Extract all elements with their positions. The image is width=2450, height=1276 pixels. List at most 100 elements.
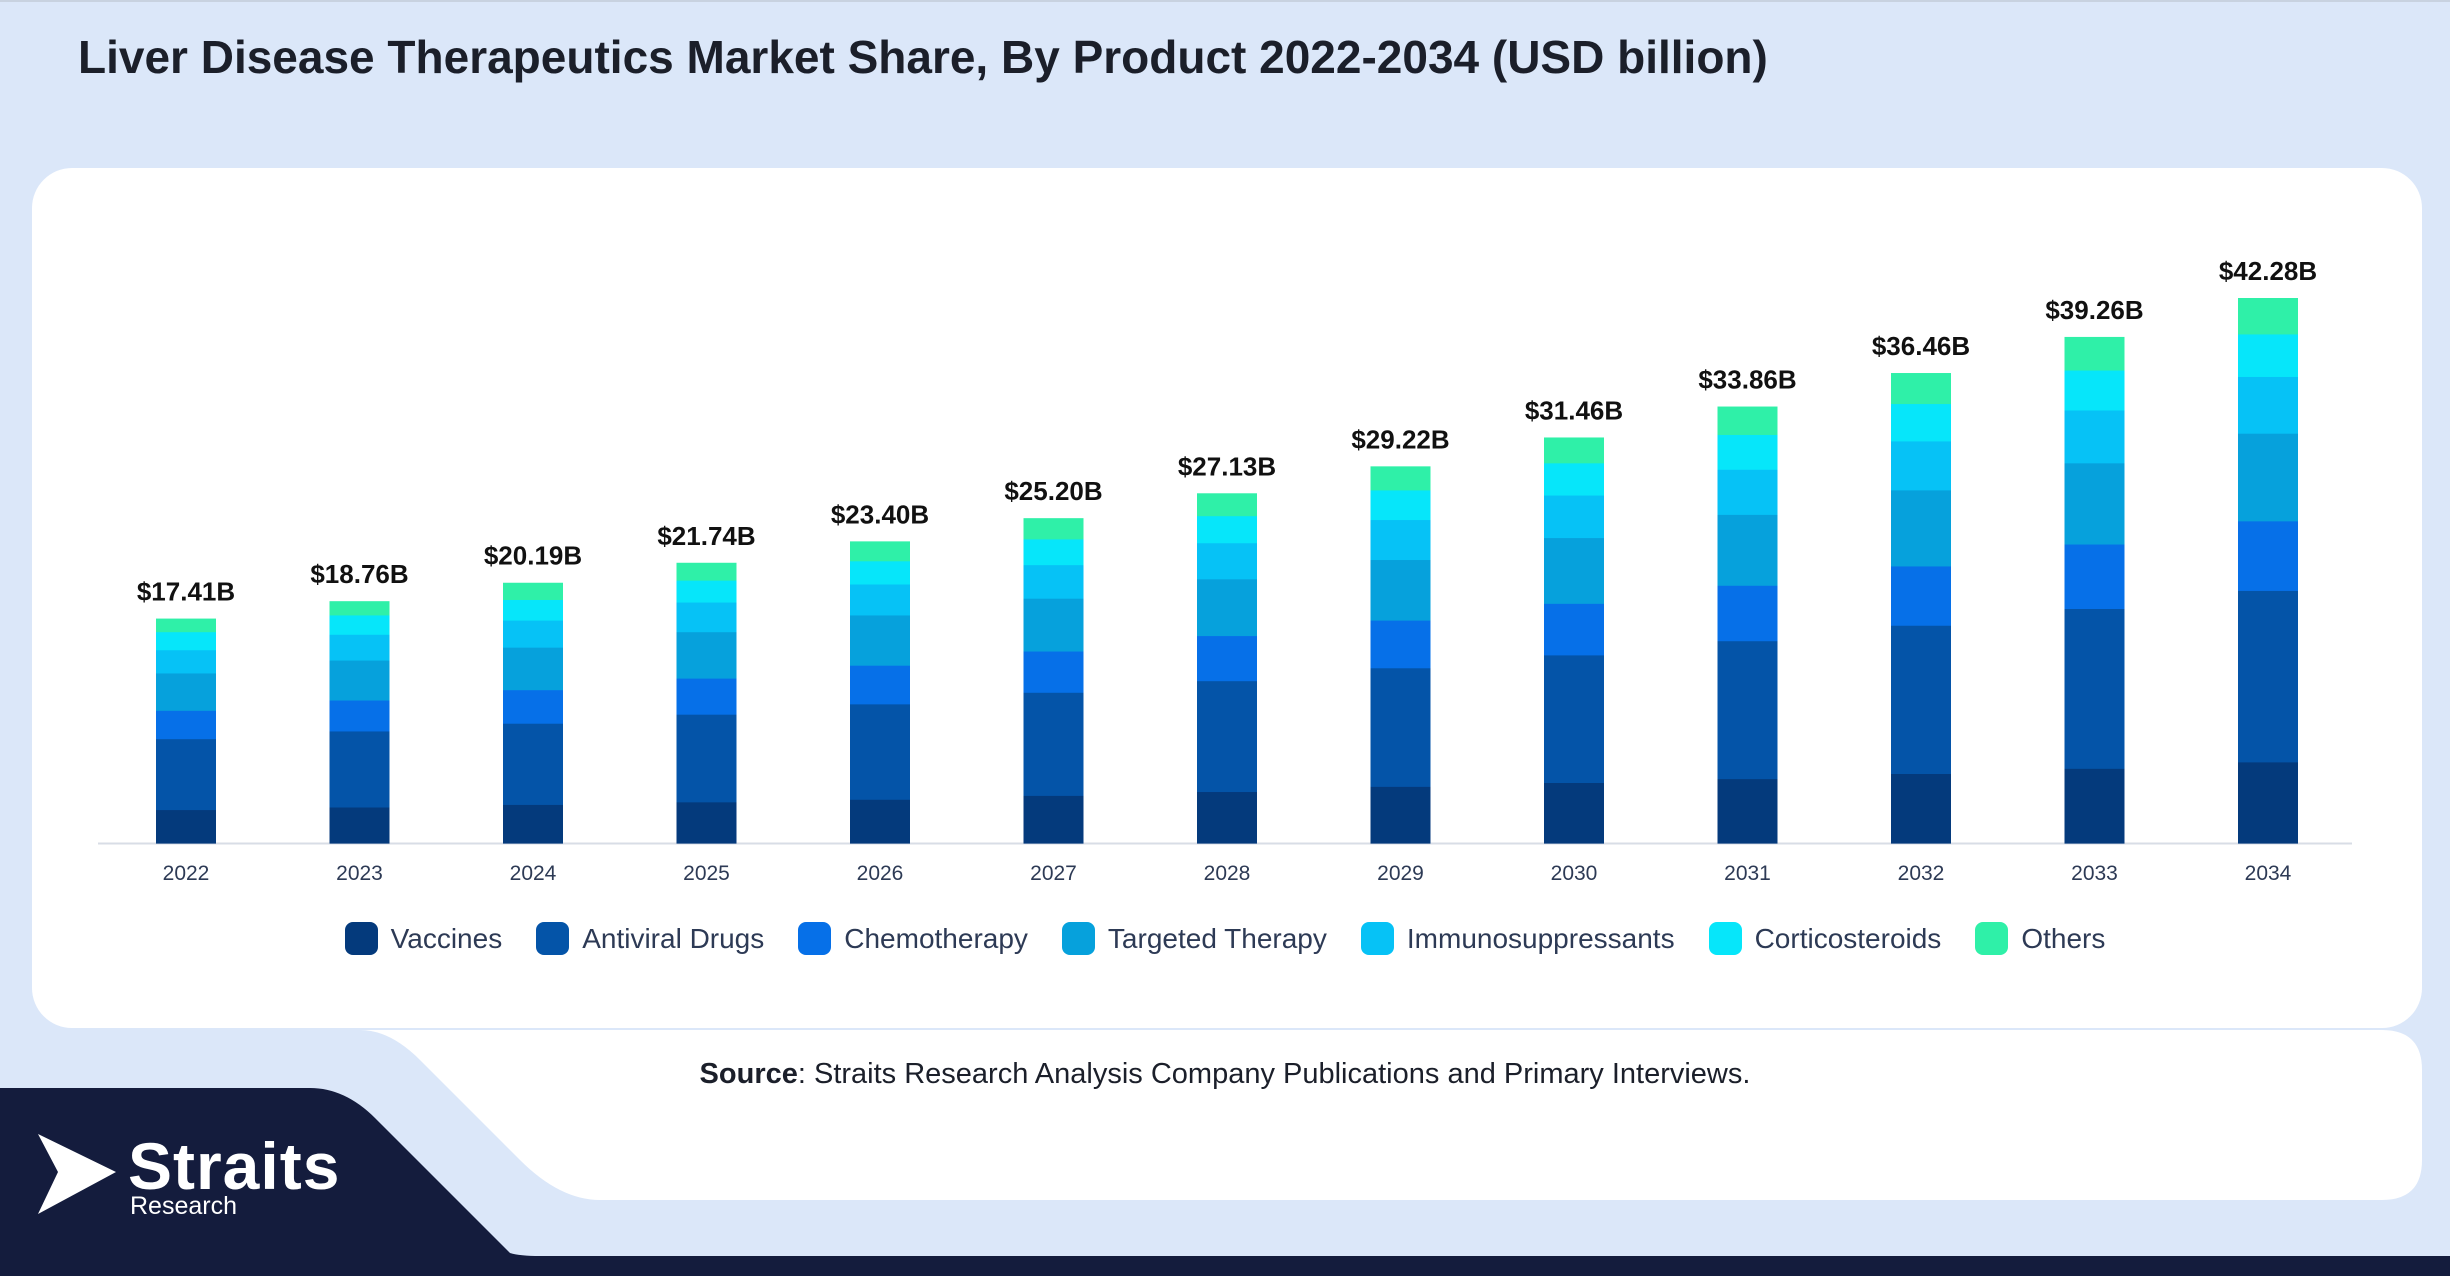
- bar-segment-targeted-therapy-2031: [1717, 514, 1778, 586]
- total-label-2032: $36.46B: [1872, 331, 1970, 361]
- x-tick-label-2028: 2028: [1204, 862, 1251, 885]
- bar-segment-chemotherapy-2026: [850, 665, 910, 705]
- bar-segment-antiviral-drugs-2032: [1891, 625, 1951, 774]
- bar-segment-chemotherapy-2029: [1370, 619, 1431, 669]
- x-tick-label-2032: 2032: [1898, 862, 1945, 885]
- bar-segment-others-2022: [156, 618, 216, 633]
- legend-item-antiviral-drugs[interactable]: Antiviral Drugs: [536, 922, 764, 955]
- source-card: [360, 1030, 2422, 1200]
- legend-item-vaccines[interactable]: Vaccines: [344, 922, 503, 955]
- x-tick-label-2025: 2025: [683, 862, 730, 885]
- bar-segment-others-2025: [676, 562, 737, 581]
- bar-segment-vaccines-2032: [1891, 773, 1951, 844]
- legend-item-corticosteroids[interactable]: Corticosteroids: [1708, 922, 1942, 955]
- total-label-2028: $27.13B: [1178, 451, 1276, 481]
- source-text: : Straits Research Analysis Company Publ…: [797, 1058, 1751, 1090]
- bar-segment-immunosuppressants-2032: [1891, 440, 1951, 491]
- bar-segment-immunosuppressants-2028: [1197, 542, 1257, 580]
- bar-segment-chemotherapy-2030: [1544, 603, 1604, 656]
- bar-segment-chemotherapy-2031: [1717, 585, 1778, 642]
- bar-segment-immunosuppressants-2025: [676, 601, 737, 633]
- page-title: Liver Disease Therapeutics Market Share,…: [78, 31, 1768, 83]
- legend-label-targeted-therapy: Targeted Therapy: [1107, 922, 1327, 954]
- bar-segment-others-2028: [1197, 493, 1257, 517]
- bar-segment-vaccines-2022: [156, 809, 216, 844]
- bar-segment-others-2034: [2238, 298, 2298, 335]
- bar-segment-others-2029: [1370, 466, 1431, 491]
- bar-segment-chemotherapy-2028: [1197, 635, 1257, 682]
- legend-swatch-corticosteroids: [1708, 922, 1742, 955]
- bar-segment-targeted-therapy-2027: [1023, 598, 1084, 652]
- bar-segment-immunosuppressants-2026: [850, 583, 910, 616]
- chart-container: $17.41B 2022 $18.76B 2023 $20.19B 2024 $21.74B…: [32, 168, 2422, 1198]
- legend-item-targeted-therapy[interactable]: Targeted Therapy: [1061, 922, 1327, 955]
- legend-label-chemotherapy: Chemotherapy: [844, 922, 1028, 954]
- bar-segment-corticosteroids-2026: [850, 560, 910, 585]
- total-label-2026: $23.40B: [831, 499, 929, 529]
- x-tick-label-2029: 2029: [1377, 862, 1424, 885]
- total-label-2030: $31.46B: [1525, 395, 1623, 425]
- x-tick-label-2033: 2033: [2071, 862, 2118, 885]
- bar-segment-antiviral-drugs-2027: [1023, 692, 1084, 796]
- legend-item-immunosuppressants[interactable]: Immunosuppressants: [1360, 922, 1675, 955]
- bar-segment-vaccines-2029: [1370, 786, 1431, 844]
- bar-segment-antiviral-drugs-2025: [676, 714, 737, 803]
- legend-swatch-others: [1975, 922, 2009, 955]
- x-tick-label-2026: 2026: [857, 862, 904, 885]
- bar-segment-immunosuppressants-2030: [1544, 494, 1604, 539]
- bar-segment-corticosteroids-2027: [1023, 538, 1084, 566]
- legend-item-chemotherapy[interactable]: Chemotherapy: [798, 922, 1028, 955]
- bar-segment-antiviral-drugs-2023: [329, 730, 390, 808]
- bar-segment-chemotherapy-2025: [676, 678, 737, 715]
- x-tick-label-2024: 2024: [510, 862, 557, 885]
- bar-segment-antiviral-drugs-2029: [1370, 667, 1431, 787]
- bar-segment-antiviral-drugs-2030: [1544, 654, 1604, 784]
- bar-segment-corticosteroids-2028: [1197, 515, 1257, 544]
- bar-segment-antiviral-drugs-2022: [156, 738, 216, 811]
- bar-segment-vaccines-2033: [2064, 768, 2125, 844]
- legend-label-antiviral-drugs: Antiviral Drugs: [582, 922, 765, 954]
- total-label-2029: $29.22B: [1351, 424, 1449, 454]
- x-tick-label-2023: 2023: [336, 862, 383, 885]
- bar-segment-targeted-therapy-2023: [329, 659, 390, 701]
- bar-segment-others-2023: [329, 601, 390, 616]
- bar-segment-corticosteroids-2022: [156, 631, 216, 651]
- bar-segment-chemotherapy-2032: [1891, 565, 1951, 626]
- bar-segment-vaccines-2026: [850, 799, 910, 844]
- bar-segment-vaccines-2025: [676, 801, 737, 844]
- bar-segment-chemotherapy-2034: [2238, 520, 2298, 591]
- bar-segment-immunosuppressants-2027: [1023, 564, 1084, 599]
- source-note: Source: Straits Research Analysis Compan…: [0, 1058, 2450, 1091]
- legend-swatch-chemotherapy: [798, 922, 832, 955]
- x-tick-label-2030: 2030: [1551, 862, 1598, 885]
- x-tick-label-2022: 2022: [163, 862, 210, 885]
- legend-label-corticosteroids: Corticosteroids: [1754, 922, 1942, 954]
- total-label-2023: $18.76B: [310, 559, 408, 589]
- legend-item-others[interactable]: Others: [1975, 922, 2105, 955]
- bar-segment-corticosteroids-2033: [2064, 369, 2125, 411]
- bar-segment-immunosuppressants-2034: [2238, 376, 2298, 434]
- total-label-2031: $33.86B: [1698, 365, 1796, 395]
- bar-segment-others-2024: [503, 582, 563, 600]
- legend-swatch-immunosuppressants: [1360, 922, 1394, 955]
- bar-segment-immunosuppressants-2031: [1717, 469, 1778, 515]
- total-label-2025: $21.74B: [657, 521, 755, 551]
- bar-segment-targeted-therapy-2024: [503, 647, 563, 691]
- bar-segment-targeted-therapy-2032: [1891, 489, 1951, 567]
- bar-segment-targeted-therapy-2025: [676, 631, 737, 679]
- legend-label-vaccines: Vaccines: [390, 922, 503, 954]
- bar-segment-vaccines-2028: [1197, 791, 1257, 844]
- brand-band: [0, 1088, 2450, 1276]
- bar-segment-others-2026: [850, 541, 910, 562]
- legend-label-immunosuppressants: Immunosuppressants: [1406, 922, 1675, 954]
- bar-segment-immunosuppressants-2024: [503, 619, 563, 648]
- bar-segment-targeted-therapy-2028: [1197, 578, 1257, 637]
- x-tick-label-2031: 2031: [1724, 862, 1771, 885]
- bar-segment-antiviral-drugs-2026: [850, 703, 910, 800]
- bar-segment-targeted-therapy-2030: [1544, 537, 1604, 604]
- bar-segment-vaccines-2027: [1023, 795, 1084, 844]
- bar-segment-targeted-therapy-2022: [156, 672, 216, 711]
- bar-segment-targeted-therapy-2029: [1370, 559, 1431, 621]
- source-label: Source: [699, 1058, 798, 1090]
- bar-segment-immunosuppressants-2029: [1370, 519, 1431, 561]
